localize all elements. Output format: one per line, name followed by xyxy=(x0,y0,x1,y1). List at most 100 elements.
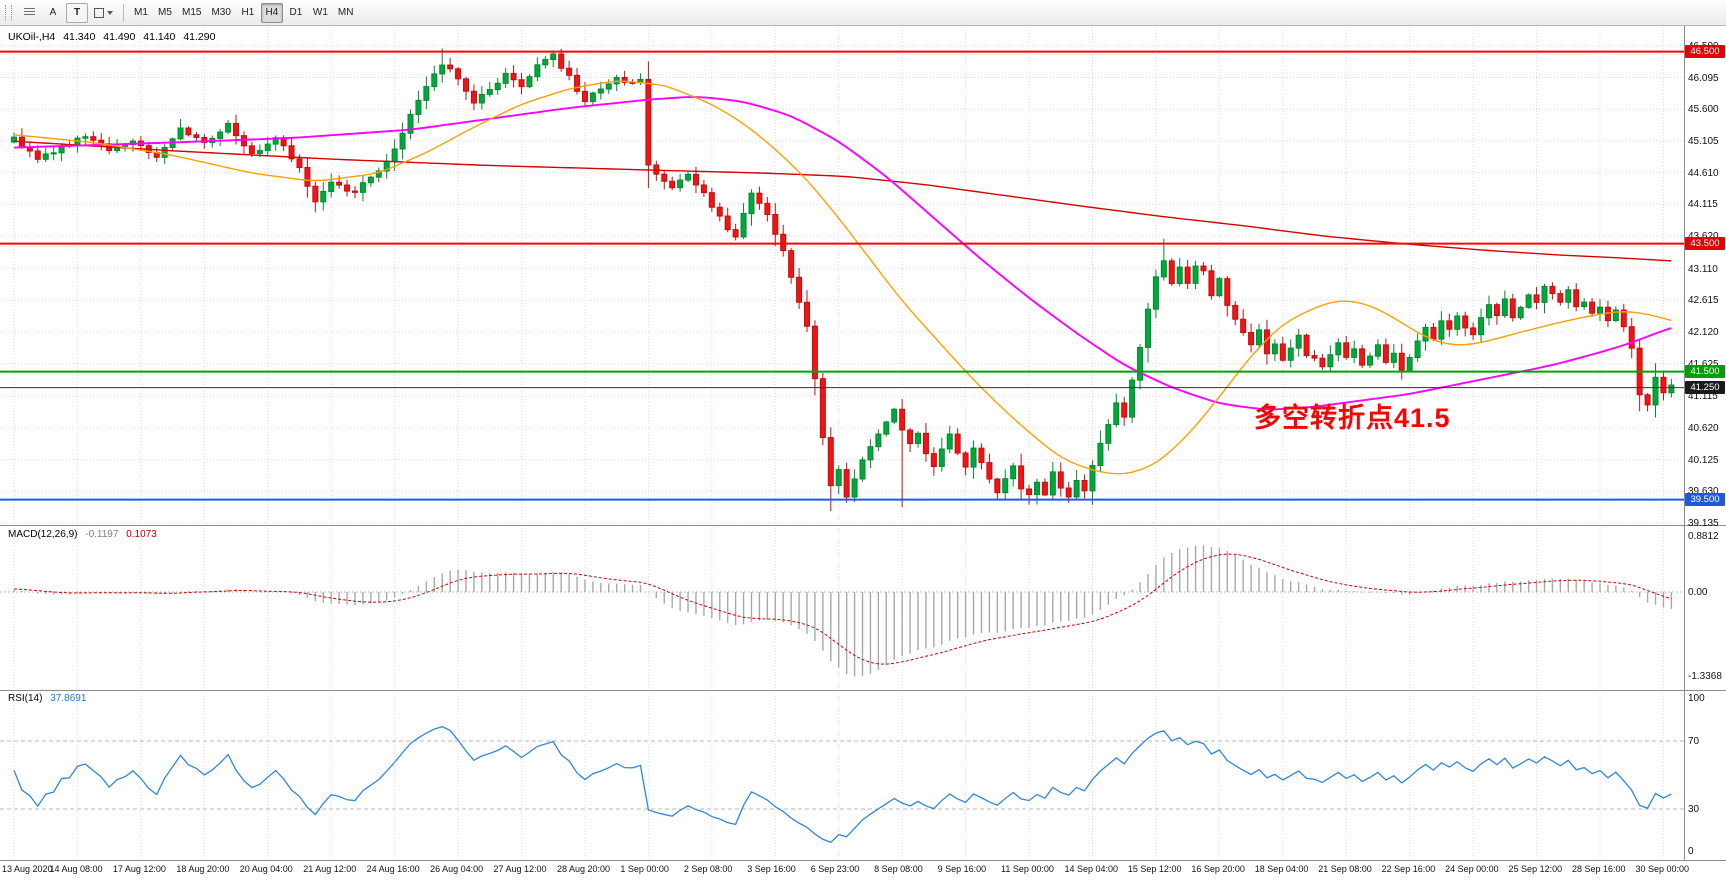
candle xyxy=(891,407,898,425)
cursor-button[interactable]: A xyxy=(49,7,57,18)
time-axis-label: 8 Sep 08:00 xyxy=(874,864,923,874)
main-chart-area[interactable] xyxy=(0,26,1684,525)
open-value: 41.340 xyxy=(63,31,96,43)
candle xyxy=(1097,430,1104,473)
timeframe-button-h4[interactable]: H4 xyxy=(260,2,283,23)
price-axis-area[interactable] xyxy=(1684,26,1726,860)
candle xyxy=(1541,283,1548,314)
candle xyxy=(1660,371,1667,401)
timeframe-button-d1[interactable]: D1 xyxy=(289,7,303,18)
time-axis-label: 17 Aug 12:00 xyxy=(112,864,166,874)
candle xyxy=(423,76,430,110)
candle xyxy=(1184,259,1191,289)
candle xyxy=(1073,470,1080,501)
price-badge: 39.500 xyxy=(1685,493,1725,507)
candle xyxy=(494,77,501,95)
timeframe-button-h1[interactable]: H1 xyxy=(241,7,255,18)
timeframe-button-w1[interactable]: W1 xyxy=(312,7,328,18)
candle xyxy=(1240,309,1247,336)
price-axis-label: 43.620 xyxy=(1688,231,1719,242)
macd-histogram xyxy=(13,545,1673,677)
candle xyxy=(1192,260,1199,290)
timeframe-button-m30[interactable]: M30 xyxy=(211,7,231,18)
candle xyxy=(1454,311,1461,336)
candle xyxy=(669,176,676,191)
price-axis-label: 42.120 xyxy=(1688,326,1719,338)
candle xyxy=(225,119,232,135)
candle xyxy=(1620,303,1627,332)
candle xyxy=(367,175,374,187)
timeframe-button-m5[interactable]: M5 xyxy=(158,7,172,18)
candle xyxy=(843,462,850,503)
candle xyxy=(962,451,969,476)
candle xyxy=(550,50,557,68)
high-value: 41.490 xyxy=(103,31,136,43)
candle xyxy=(954,428,961,456)
time-axis-label: 13 Aug 2020 xyxy=(2,864,53,874)
time-axis-label: 30 Sep 00:00 xyxy=(1635,864,1689,874)
candle xyxy=(1271,339,1278,361)
candle xyxy=(780,224,787,257)
time-axis-label: 1 Sep 00:00 xyxy=(620,864,669,874)
candle xyxy=(907,427,914,453)
candle xyxy=(1121,396,1128,426)
candle xyxy=(1557,290,1564,306)
candles-layer xyxy=(11,48,1675,512)
candle xyxy=(724,207,731,233)
candle xyxy=(1470,322,1477,341)
candle xyxy=(510,65,517,88)
price-axis-label: 45.105 xyxy=(1688,135,1719,147)
draw-tools-button[interactable] xyxy=(90,3,117,23)
macd-panel-area[interactable] xyxy=(0,525,1684,690)
candle xyxy=(1018,453,1025,501)
candle xyxy=(1335,338,1342,362)
candle xyxy=(486,81,493,97)
candle xyxy=(1041,478,1048,497)
time-axis-label: 11 Sep 00:00 xyxy=(1001,864,1054,874)
low-value: 41.140 xyxy=(143,31,176,43)
candle xyxy=(1026,484,1033,505)
candle xyxy=(1002,469,1009,500)
candle xyxy=(700,179,707,197)
candle xyxy=(1422,323,1429,351)
candle xyxy=(867,439,874,469)
candle xyxy=(478,86,485,110)
candle xyxy=(526,74,533,89)
chart-list-button[interactable] xyxy=(18,3,40,23)
candle xyxy=(1303,333,1310,359)
candle xyxy=(1573,283,1580,312)
timeframe-button-m1[interactable]: M1 xyxy=(134,7,148,18)
candle xyxy=(1668,378,1675,398)
candle xyxy=(447,57,454,73)
candle xyxy=(42,147,49,163)
candle xyxy=(1224,276,1231,317)
candle xyxy=(970,440,977,479)
candle xyxy=(1081,474,1088,499)
candle xyxy=(915,431,922,448)
candle xyxy=(1248,323,1255,353)
rsi-axis-label: 0 xyxy=(1688,846,1694,857)
toolbar-grip[interactable] xyxy=(5,4,12,21)
text-tool-button[interactable]: T xyxy=(66,2,88,23)
rsi-panel-area[interactable] xyxy=(0,690,1684,860)
candle xyxy=(859,456,866,482)
timeframe-button-mn[interactable]: MN xyxy=(337,7,354,18)
candle xyxy=(1327,345,1334,372)
candle xyxy=(1057,462,1064,497)
candle xyxy=(534,57,541,82)
candle xyxy=(1398,343,1405,380)
chart-annotation-text: 多空转折点41.5 xyxy=(1254,403,1451,433)
rsi-axis-label: 100 xyxy=(1688,693,1705,704)
candle xyxy=(415,90,422,123)
candle xyxy=(1160,238,1167,281)
candle xyxy=(518,73,525,95)
price-axis-label: 45.600 xyxy=(1688,104,1719,116)
candle xyxy=(1438,311,1445,345)
candle xyxy=(1414,333,1421,362)
timeframe-toolbar: M1 M5 M15 M30 H1 H4 D1 W1 MN xyxy=(129,2,358,23)
time-axis-label: 22 Sep 16:00 xyxy=(1381,864,1436,874)
candle xyxy=(1311,350,1318,362)
chart-header: UKOil-,H4 41.340 41.490 41.140 41.290 xyxy=(8,31,220,43)
timeframe-button-m15[interactable]: M15 xyxy=(182,7,202,18)
